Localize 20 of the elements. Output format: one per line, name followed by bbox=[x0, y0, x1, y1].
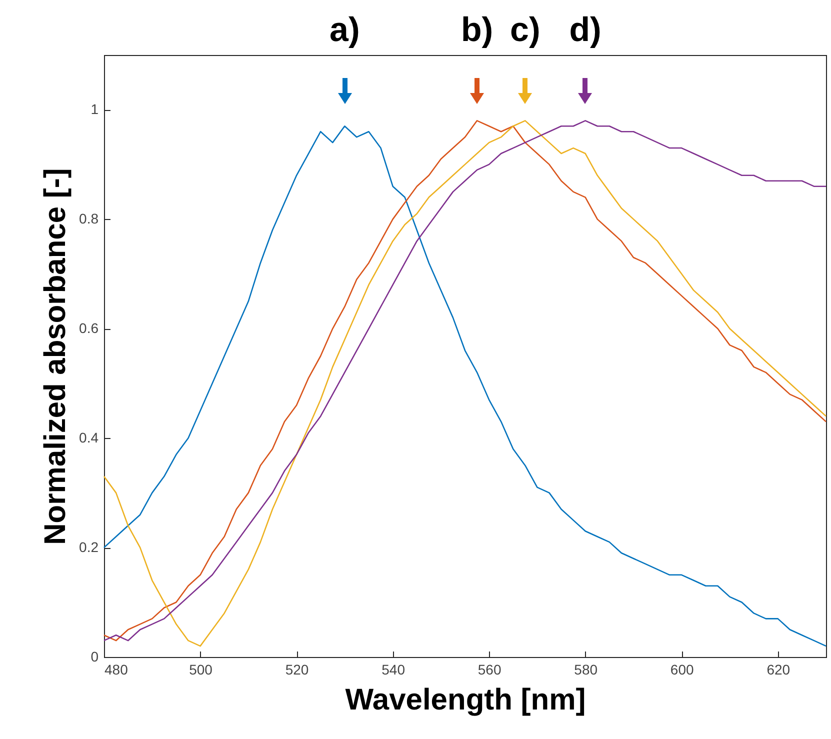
text: c) bbox=[510, 11, 540, 49]
x-tick-label: 540 bbox=[382, 662, 406, 678]
x-tick-label: 580 bbox=[574, 662, 598, 678]
text: b) bbox=[460, 11, 494, 49]
y-tick-label: 1 bbox=[90, 101, 99, 118]
y-tick-label: 0 bbox=[90, 648, 99, 664]
x-tick-label: 600 bbox=[670, 662, 694, 678]
y-tick-label: 0.8 bbox=[79, 210, 99, 227]
x-tick-label: 500 bbox=[189, 662, 213, 678]
text: d) bbox=[569, 11, 602, 49]
y-axis-title: Normalized absorbance [-] bbox=[39, 168, 72, 545]
y-tick-label: 0.4 bbox=[79, 430, 99, 446]
text: a) bbox=[330, 11, 360, 49]
x-tick-label: 520 bbox=[285, 662, 309, 678]
x-tick-label: 620 bbox=[766, 662, 790, 678]
x-tick-label: 560 bbox=[478, 662, 502, 678]
x-tick-label: 480 bbox=[104, 662, 128, 678]
y-tick-label: 0.6 bbox=[79, 320, 99, 336]
y-tick-label: 0.2 bbox=[79, 539, 99, 556]
x-axis-title: Wavelength [nm] bbox=[345, 684, 586, 716]
